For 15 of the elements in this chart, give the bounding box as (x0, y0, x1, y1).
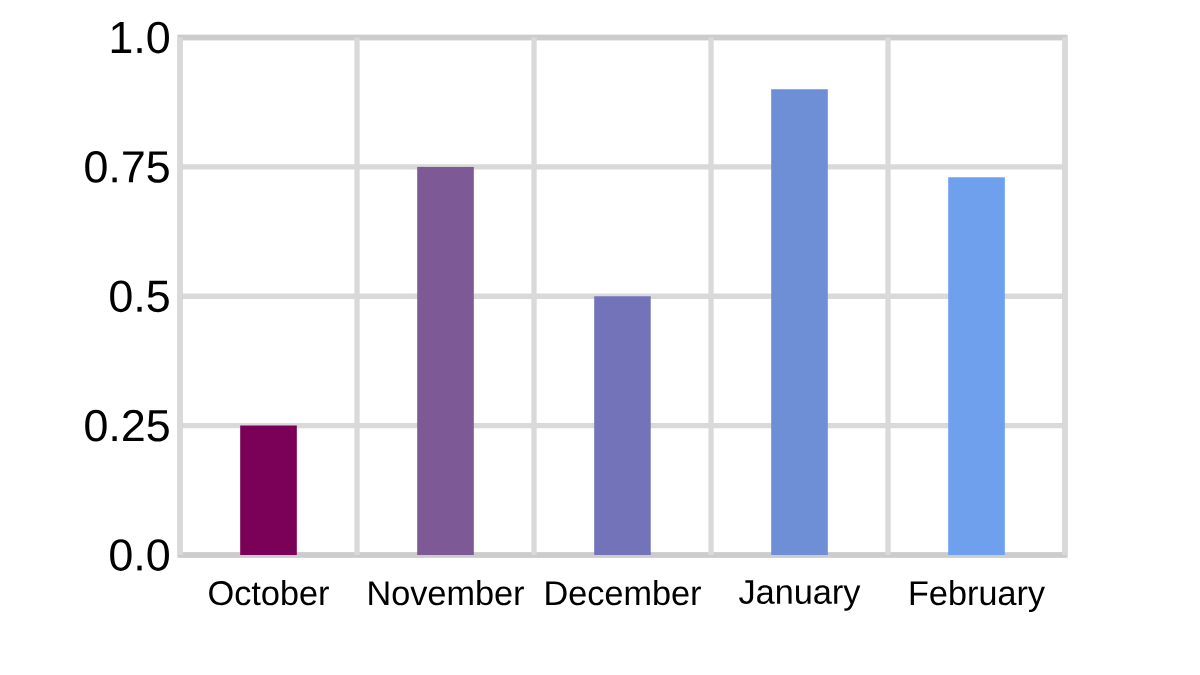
bar (240, 425, 297, 555)
x-tick-label: January (739, 580, 861, 611)
bar (417, 166, 474, 555)
y-tick-label: 0.0 (110, 539, 169, 571)
bar (771, 89, 828, 555)
x-tick-label: October (209, 580, 329, 606)
y-tick-label: 0.75 (85, 151, 169, 183)
x-tick-label: February (910, 580, 1045, 613)
bar (948, 177, 1005, 555)
x-tick-label: December (546, 580, 701, 606)
y-tick-label: 0.25 (85, 409, 169, 442)
y-tick-label: 1.0 (111, 21, 169, 54)
bar (594, 296, 651, 555)
x-tick-label: November (369, 580, 524, 606)
y-tick-label: 0.5 (110, 280, 169, 313)
